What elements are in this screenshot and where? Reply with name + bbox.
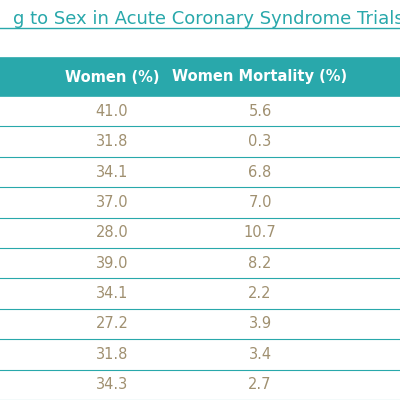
Text: 28.0: 28.0: [96, 225, 128, 240]
Text: 34.1: 34.1: [96, 286, 128, 301]
FancyBboxPatch shape: [0, 58, 400, 96]
Text: Women Mortality (%): Women Mortality (%): [172, 70, 348, 84]
Text: 10.7: 10.7: [244, 225, 276, 240]
Text: 2.2: 2.2: [248, 286, 272, 301]
Text: g to Sex in Acute Coronary Syndrome Trials: g to Sex in Acute Coronary Syndrome Tria…: [13, 10, 400, 28]
Text: 5.6: 5.6: [248, 104, 272, 119]
Text: 37.0: 37.0: [96, 195, 128, 210]
Text: 27.2: 27.2: [96, 316, 128, 332]
Text: 31.8: 31.8: [96, 347, 128, 362]
Text: 34.1: 34.1: [96, 164, 128, 180]
Text: 39.0: 39.0: [96, 256, 128, 271]
Text: 0.3: 0.3: [248, 134, 272, 149]
Text: 31.8: 31.8: [96, 134, 128, 149]
Text: 3.9: 3.9: [248, 316, 272, 332]
Text: 41.0: 41.0: [96, 104, 128, 119]
Text: 34.3: 34.3: [96, 377, 128, 392]
Text: 7.0: 7.0: [248, 195, 272, 210]
Text: 8.2: 8.2: [248, 256, 272, 271]
Text: 6.8: 6.8: [248, 164, 272, 180]
Text: 3.4: 3.4: [248, 347, 272, 362]
Text: Women (%): Women (%): [65, 70, 159, 84]
Text: 2.7: 2.7: [248, 377, 272, 392]
